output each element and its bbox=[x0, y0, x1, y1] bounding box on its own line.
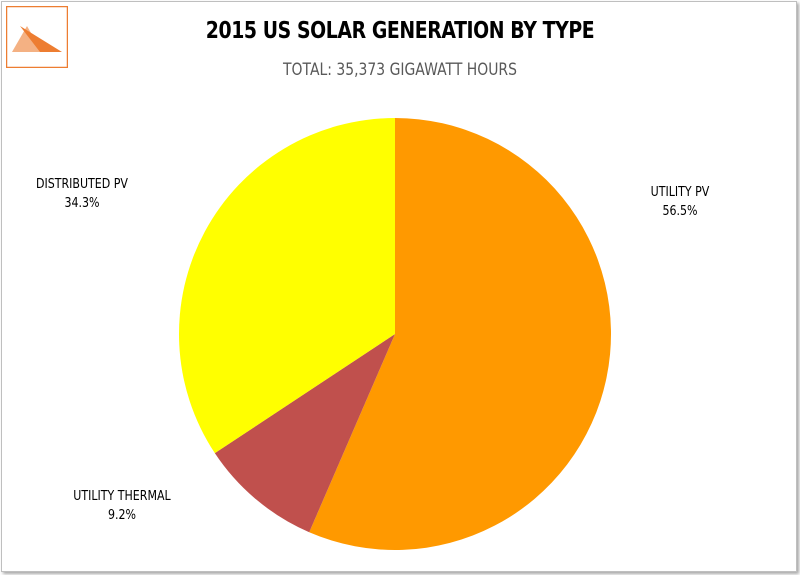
slice-value-utility-pv: 56.5% bbox=[662, 203, 697, 218]
slice-value-utility-thermal: 9.2% bbox=[108, 507, 136, 522]
slice-label-utility-thermal: UTILITY THERMAL bbox=[73, 488, 171, 503]
slice-label-utility-pv: UTILITY PV bbox=[651, 184, 710, 199]
pie-slice-utility-thermal bbox=[214, 334, 395, 533]
pie-slice-distributed-pv bbox=[179, 118, 395, 454]
triangle-logo-icon bbox=[5, 5, 69, 69]
chart-title: 2015 US SOLAR GENERATION BY TYPE bbox=[205, 18, 595, 44]
logo bbox=[5, 5, 69, 69]
pie-slice-utility-pv bbox=[309, 118, 612, 551]
chart-subtitle: TOTAL: 35,373 GIGAWATT HOURS bbox=[283, 60, 517, 80]
slice-label-distributed-pv: DISTRIBUTED PV bbox=[36, 176, 129, 191]
slice-value-distributed-pv: 34.3% bbox=[64, 195, 99, 210]
